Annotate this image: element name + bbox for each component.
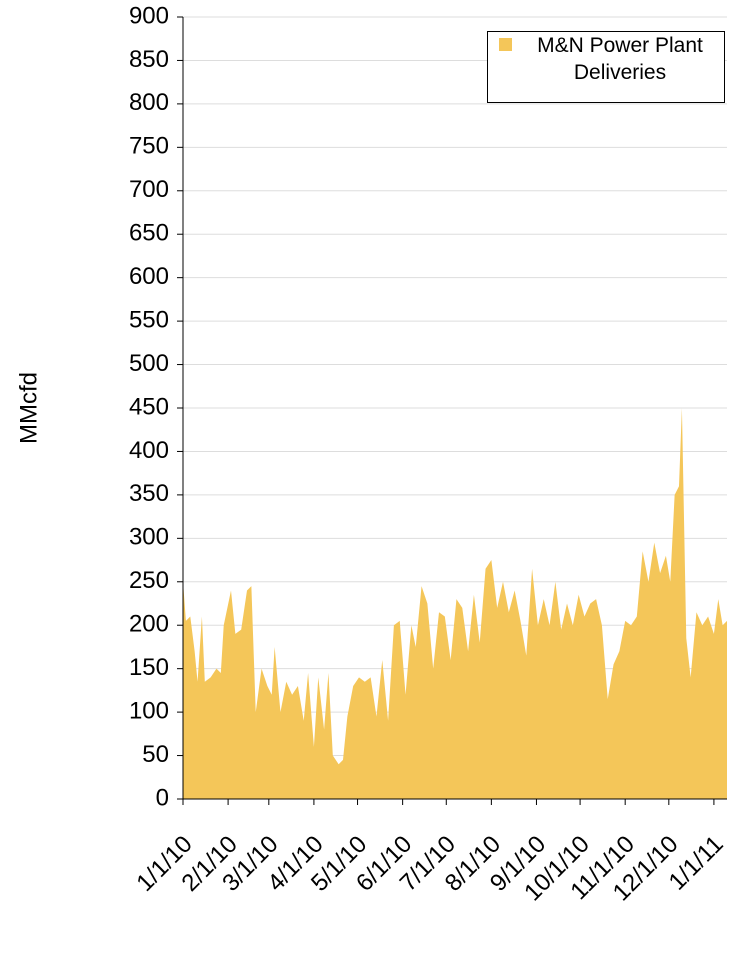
y-tick-label: 200 [129, 611, 169, 638]
y-tick-label: 850 [129, 46, 169, 73]
y-tick-label: 650 [129, 220, 169, 247]
y-tick-label: 450 [129, 393, 169, 420]
y-tick-label: 300 [129, 524, 169, 551]
area [183, 408, 727, 799]
y-tick-label: 350 [129, 480, 169, 507]
y-axis-label: MMcfd [15, 372, 42, 444]
y-tick-label: 700 [129, 176, 169, 203]
y-tick-label: 50 [142, 741, 169, 768]
y-tick-label: 400 [129, 437, 169, 464]
y-tick-label: 150 [129, 654, 169, 681]
y-tick-label: 100 [129, 697, 169, 724]
y-tick-label: 900 [129, 2, 169, 29]
y-tick-label: 0 [156, 784, 169, 811]
y-tick-label: 550 [129, 306, 169, 333]
y-tick-label: 250 [129, 567, 169, 594]
y-tick-label: 800 [129, 89, 169, 116]
legend: M&N Power Plant Deliveries [487, 31, 725, 103]
y-tick-label: 750 [129, 133, 169, 160]
y-tick-label: 600 [129, 263, 169, 290]
legend-swatch [499, 38, 512, 51]
legend-label: M&N Power Plant Deliveries [537, 34, 703, 84]
y-tick-label: 500 [129, 350, 169, 377]
